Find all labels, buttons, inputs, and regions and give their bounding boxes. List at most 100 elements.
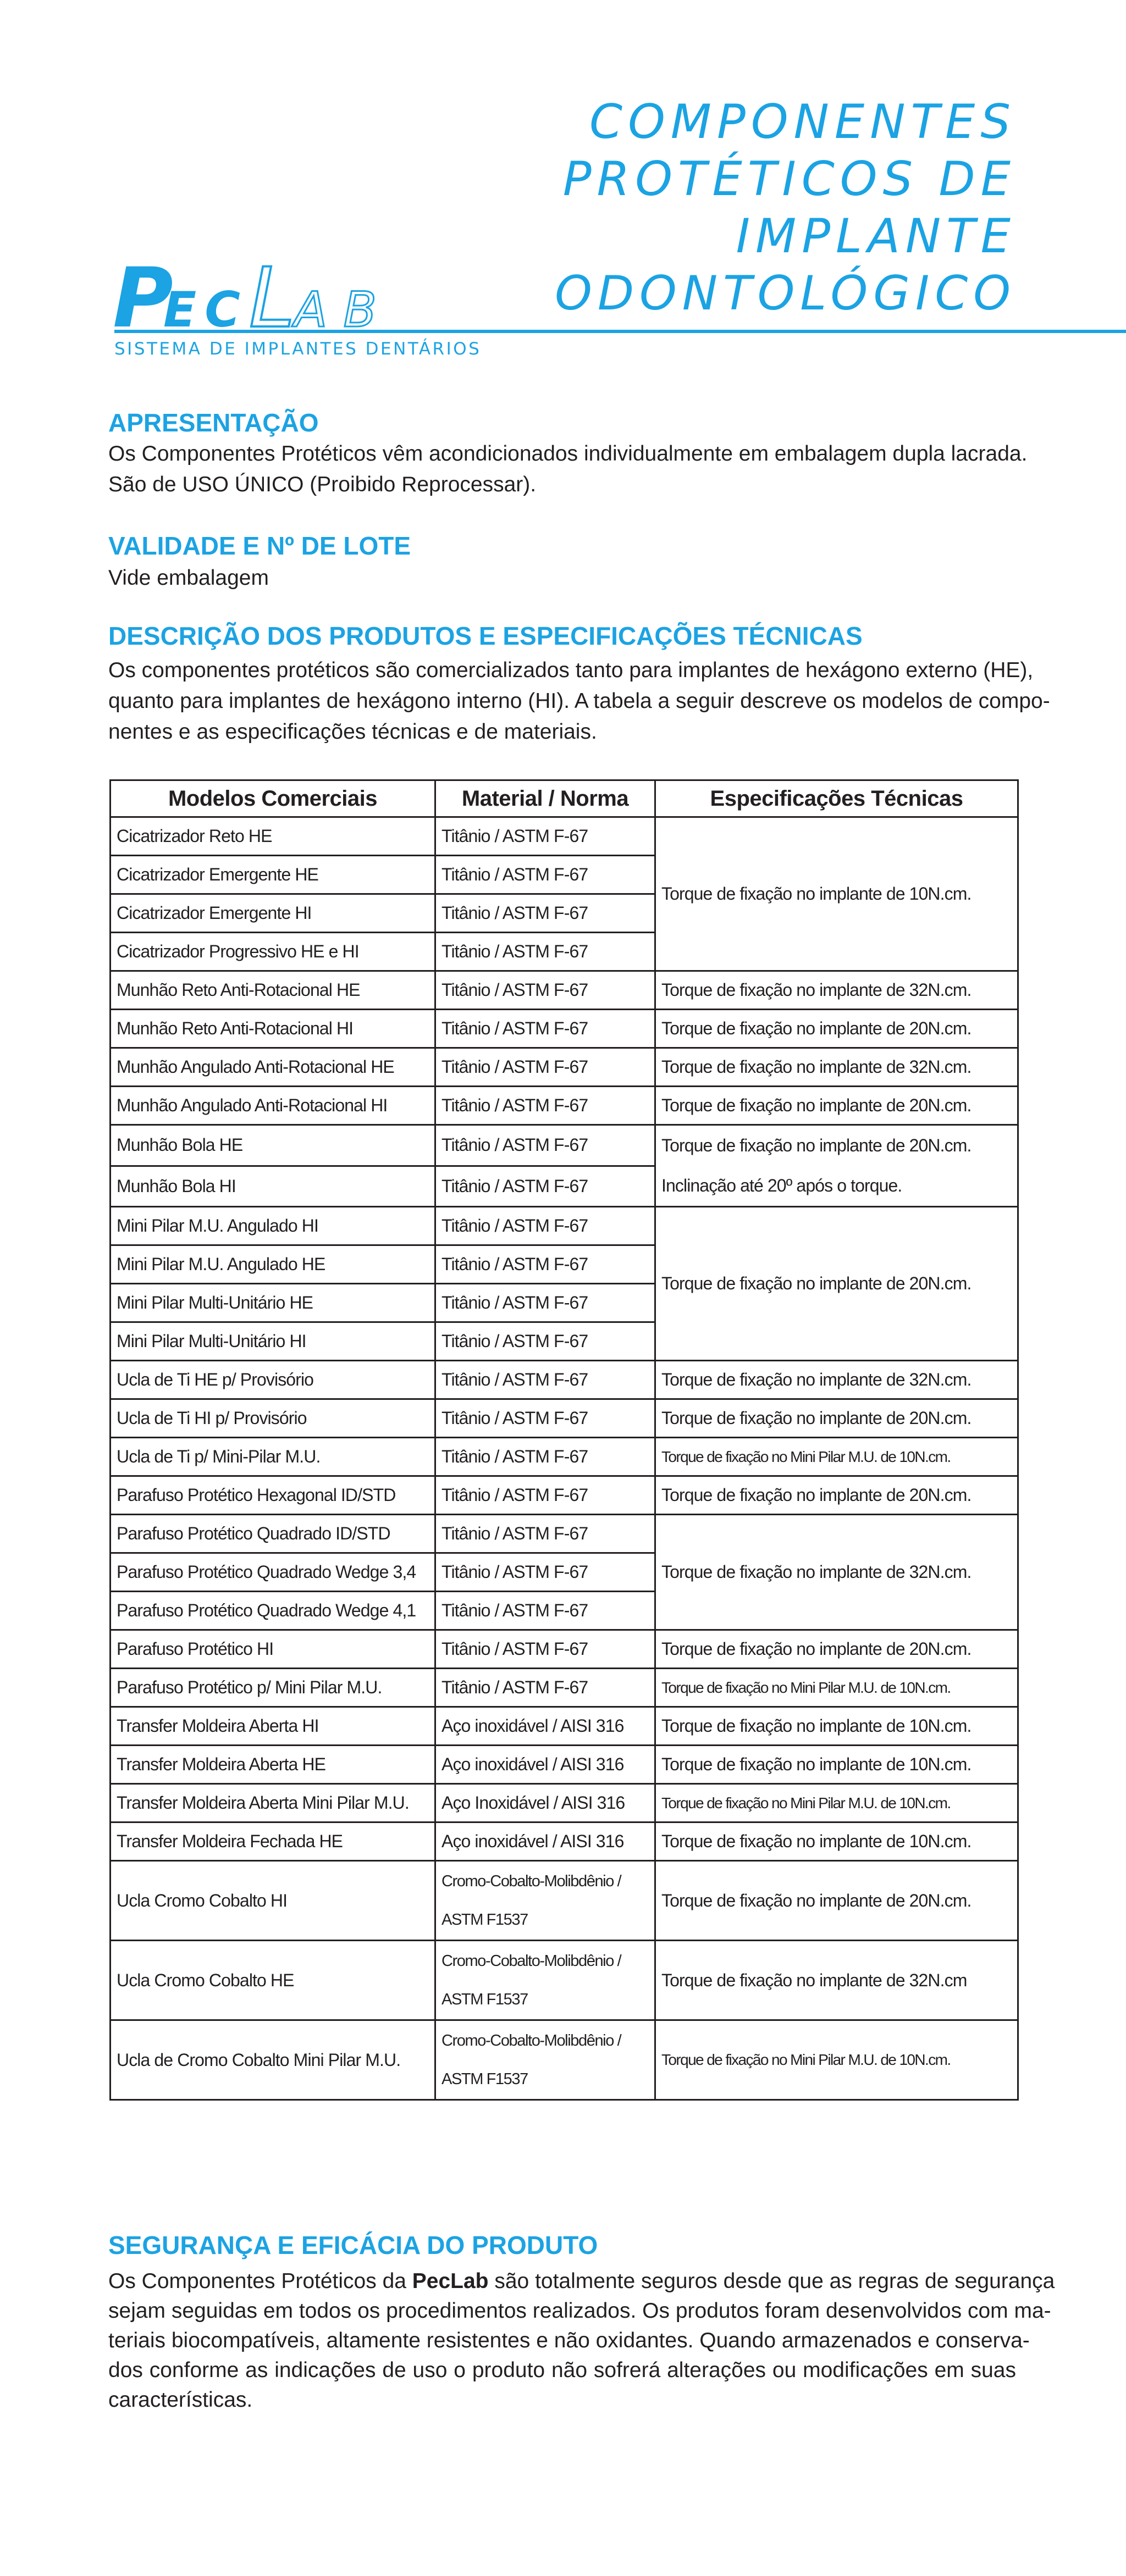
text-fragment: Os Componentes Protéticos da — [108, 2269, 412, 2293]
peclab-logo: P EC L AB — [113, 254, 378, 331]
cell-material: Titânio / ASTM F-67 — [434, 1360, 656, 1400]
material-line: Titânio / ASTM F-67 — [441, 1293, 588, 1312]
table-row: Parafuso Protético Hexagonal ID/STD Titân… — [109, 1475, 1019, 1515]
text-line: nentes e as especificações técnicas e de… — [108, 720, 597, 744]
material-line: Titânio / ASTM F-67 — [441, 1018, 588, 1038]
cell-spec: Torque de fixação no Mini Pilar M.U. de … — [654, 1783, 1019, 1823]
cell-model: Ucla de Ti HI p/ Provisório — [109, 1398, 436, 1438]
cell-spec: Torque de fixação no implante de 20N.cm. — [654, 1206, 1019, 1361]
table-row: Ucla de Ti HE p/ Provisório Titânio / AST… — [109, 1360, 1019, 1400]
table-row: Munhão Angulado Anti-Rotacional HI Titâni… — [109, 1085, 1019, 1126]
cell-material: Titânio / ASTM F-67 — [434, 1165, 656, 1207]
table-row: Mini Pilar M.U. Angulado HE Titânio / AST… — [109, 1244, 1018, 1284]
text-line: Os Componentes Protéticos vêm acondicion… — [108, 442, 1028, 466]
spec-line: Torque de fixação no Mini Pilar M.U. de … — [661, 1448, 951, 1465]
cell-model: Transfer Moldeira Aberta HI — [109, 1706, 436, 1746]
spec-line: Torque de fixação no implante de 20N.cm. — [661, 1890, 972, 1910]
material-line: Titânio / ASTM F-67 — [441, 1331, 588, 1351]
cell-model: Munhão Bola HI — [109, 1165, 436, 1207]
title-line: COMPONENTES — [589, 95, 1016, 149]
cell-material: Titânio / ASTM F-67 — [434, 1047, 656, 1087]
cell-model: Parafuso Protético HI — [109, 1629, 436, 1669]
table-header-row: Modelos Comerciais Material / Norma Espe… — [109, 779, 1019, 818]
cell-model: Ucla Cromo Cobalto HE — [109, 1940, 436, 2021]
brand-tagline: SISTEMA DE IMPLANTES DENTÁRIOS — [114, 339, 482, 359]
cell-material: Titânio / ASTM F-67 — [434, 1398, 656, 1438]
cell-model: Transfer Moldeira Aberta HE — [109, 1744, 436, 1785]
material-line: Titânio / ASTM F-67 — [441, 1254, 588, 1274]
logo-letters-ab: AB — [291, 281, 377, 331]
material-line: Aço inoxidável / AISI 316 — [441, 1754, 624, 1774]
material-line: Titânio / ASTM F-67 — [441, 1485, 588, 1505]
section-heading-seguranca: SEGURANÇA E EFICÁCIA DO PRODUTO — [108, 2231, 598, 2259]
cell-spec: Torque de fixação no implante de 20N.cm. — [654, 1629, 1019, 1669]
material-line: Titânio / ASTM F-67 — [441, 1408, 588, 1428]
cell-material: Titânio / ASTM F-67 — [434, 970, 656, 1010]
material-line: Aço Inoxidável / AISI 316 — [441, 1793, 625, 1813]
table-row: Parafuso Protético Quadrado ID/STD Titâni… — [109, 1514, 1019, 1631]
text-line: Os componentes protéticos são comerciali… — [108, 658, 1034, 682]
table-row: Cicatrizador Emergente HE Titânio / ASTM … — [109, 855, 1018, 895]
material-line: Cromo-Cobalto-Molibdênio / — [441, 1873, 622, 1890]
table-body: Cicatrizador Reto HE Titânio / ASTM F-67 T… — [109, 816, 1019, 2101]
material-line: Titânio / ASTM F-67 — [441, 980, 588, 1000]
spec-line: Torque de fixação no implante de 20N.cm. — [661, 1135, 972, 1155]
table-row: Munhão Reto Anti-Rotacional HI Titânio / … — [109, 1009, 1019, 1049]
material-line: Titânio / ASTM F-67 — [441, 1057, 588, 1077]
section-text-apresentacao: Os Componentes Protéticos vêm acondicion… — [108, 439, 1028, 500]
table-row: Parafuso Protético Quadrado Wedge 3,4 Tit… — [109, 1552, 1018, 1592]
cell-model: Ucla de Ti HE p/ Provisório — [109, 1360, 436, 1400]
title-line: PROTÉTICOS DE — [562, 152, 1016, 207]
cell-material: Aço Inoxidável / AISI 316 — [434, 1783, 656, 1823]
cell-model: Ucla de Cromo Cobalto Mini Pilar M.U. — [109, 2019, 436, 2101]
table-row: Transfer Moldeira Fechada HE Aço inoxidáv… — [109, 1821, 1019, 1862]
table-row: Mini Pilar M.U. Angulado HI Titânio / AST… — [109, 1206, 1019, 1361]
table-row: Ucla de Ti HI p/ Provisório Titânio / AST… — [109, 1398, 1019, 1438]
table-row: Ucla Cromo Cobalto HI Cromo-Cobalto-Molib… — [109, 1860, 1019, 1941]
material-line: ASTM F1537 — [441, 2070, 528, 2088]
table-row: Parafuso Protético Quadrado Wedge 4,1 Tit… — [109, 1591, 1018, 1631]
table-row: Mini Pilar Multi-Unitário HI Titânio / AS… — [109, 1321, 1018, 1361]
material-line: Cromo-Cobalto-Molibdênio / — [441, 1952, 622, 1970]
text-fragment: são totalmente seguros desde que as regr… — [488, 2269, 1055, 2293]
spec-line: Torque de fixação no implante de 32N.cm. — [661, 1370, 972, 1389]
brand-name-bold: PecLab — [412, 2269, 489, 2293]
cell-material: Aço inoxidável / AISI 316 — [434, 1744, 656, 1785]
text-line: teriais biocompatíveis, altamente resist… — [108, 2329, 1030, 2352]
cell-model: Parafuso Protético Hexagonal ID/STD — [109, 1475, 436, 1515]
text-line: São de USO ÚNICO (Proibido Reprocessar). — [108, 473, 537, 496]
table-row: Mini Pilar Multi-Unitário HE Titânio / AS… — [109, 1283, 1018, 1323]
cell-model: Parafuso Protético Quadrado Wedge 4,1 — [109, 1591, 436, 1631]
cell-material: Titânio / ASTM F-67 — [434, 1244, 656, 1284]
cell-material: Titânio / ASTM F-67 — [434, 1514, 656, 1554]
material-line: ASTM F1537 — [441, 1911, 528, 1929]
cell-model: Transfer Moldeira Aberta Mini Pilar M.U. — [109, 1783, 436, 1823]
cell-material: Titânio / ASTM F-67 — [434, 1591, 656, 1631]
cell-spec: Torque de fixação no implante de 10N.cm. — [654, 1744, 1019, 1785]
spec-line: Torque de fixação no implante de 20N.cm. — [661, 1018, 972, 1038]
cell-spec: Torque de fixação no implante de 32N.cm — [654, 1940, 1019, 2021]
cell-spec: Torque de fixação no implante de 32N.cm. — [654, 1514, 1019, 1631]
cell-model: Ucla Cromo Cobalto HI — [109, 1860, 436, 1941]
section-heading-apresentacao: APRESENTAÇÃO — [108, 408, 319, 437]
cell-model: Munhão Bola HE — [109, 1124, 436, 1167]
spec-line: Torque de fixação no implante de 32N.cm. — [661, 980, 972, 1000]
column-header-material: Material / Norma — [434, 779, 656, 818]
cell-model: Munhão Reto Anti-Rotacional HE — [109, 970, 436, 1010]
cell-material: Cromo-Cobalto-Molibdênio / ASTM F1537 — [434, 2019, 656, 2101]
section-text-descricao: Os componentes protéticos são comerciali… — [108, 655, 1050, 747]
cell-material: Aço inoxidável / AISI 316 — [434, 1706, 656, 1746]
title-line: IMPLANTE — [736, 209, 1016, 264]
text-line: características. — [108, 2388, 253, 2412]
material-line: Titânio / ASTM F-67 — [441, 865, 588, 884]
title-line: ODONTOLÓGICO — [555, 266, 1016, 321]
cell-spec: Torque de fixação no implante de 32N.cm. — [654, 1360, 1019, 1400]
cell-model: Parafuso Protético p/ Mini Pilar M.U. — [109, 1668, 436, 1708]
cell-spec: Torque de fixação no implante de 10N.cm. — [654, 816, 1019, 972]
material-line: Titânio / ASTM F-67 — [441, 1562, 588, 1582]
material-line: Aço inoxidável / AISI 316 — [441, 1716, 624, 1736]
column-header-models: Modelos Comerciais — [109, 779, 436, 818]
table-row: Munhão Bola HI Titânio / ASTM F-67 — [109, 1165, 1018, 1207]
cell-spec: Torque de fixação no implante de 20N.cm. — [654, 1009, 1019, 1049]
spec-line: Torque de fixação no Mini Pilar M.U. de … — [661, 1678, 951, 1696]
